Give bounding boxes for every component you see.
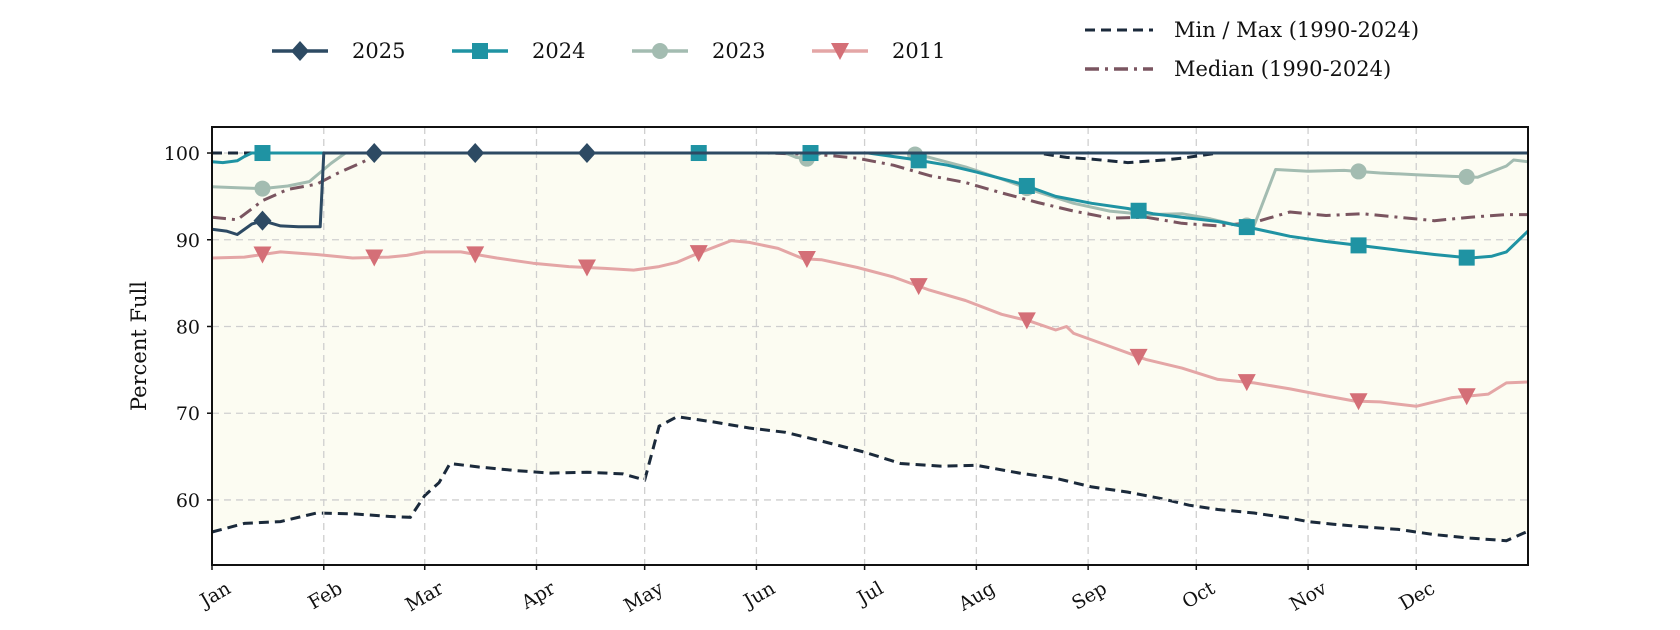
legend-item-2011: 2011 [812,39,945,63]
legend-item-median: Median (1990-2024) [1085,57,1391,81]
x-tick-label: Mar [402,577,448,616]
x-tick-label: Jul [852,577,887,610]
legend-item-2023: 2023 [632,39,765,63]
series-point [466,143,485,164]
legend-label: Median (1990-2024) [1174,57,1391,81]
x-tick-label: Feb [304,577,346,614]
legend-label: Min / Max (1990-2024) [1174,18,1419,42]
legend-label: 2011 [892,39,945,63]
series-point [1350,237,1367,254]
series-point [1458,168,1475,185]
x-tick-label: Sep [1068,577,1111,614]
y-tick-label: 100 [164,143,200,165]
plot-frame-layer [211,126,1529,566]
legend: 2025 2024 2023 2011 Min / Max (1990-2024) Med… [272,18,1419,81]
y-tick-label: 90 [176,230,200,252]
y-tick-label: 80 [176,316,200,338]
y-axis-title: Percent Full [127,281,151,411]
series-point [1349,393,1368,411]
legend-item-minmax: Min / Max (1990-2024) [1085,18,1419,42]
legend-item-2024: 2024 [452,39,585,63]
series-point [1237,374,1256,392]
series-point [577,259,596,277]
series-point [910,152,927,169]
series-point [365,249,384,267]
x-tick-label: Apr [517,577,560,614]
legend-swatch-marker [652,43,668,59]
x-tick-label: Jan [195,577,235,613]
series-point [577,143,596,164]
series-point [365,143,384,164]
legend-label: 2024 [532,39,585,63]
y-tick-labels: 60 70 80 90 100 [164,143,212,512]
series-line [211,151,1529,228]
series-point [1018,177,1035,194]
series-point [1457,388,1476,406]
series-point [1129,348,1148,366]
legend-label: 2025 [352,39,405,63]
legend-item-2025: 2025 [272,39,405,63]
x-tick-label: Nov [1286,577,1331,616]
series-point [253,246,272,264]
series-point [253,210,272,231]
x-tick-label: Aug [954,577,999,616]
plot-frame [211,126,1529,566]
legend-swatch-marker [472,43,488,59]
legend-swatch-marker [831,43,849,60]
x-tick-label: Oct [1178,577,1219,613]
series-point [466,246,485,264]
series-point [1130,202,1147,219]
minmax-band-layer [211,153,1529,543]
series-line [211,151,1528,228]
series-point [254,145,271,162]
series-2011 [211,239,1529,411]
x-tick-label: Jun [738,577,779,613]
min-line [211,415,1529,543]
series-point [1458,249,1475,266]
x-tick-labels: Jan Feb Mar Apr May Jun Jul Aug Sep Oct Nov Dec [195,565,1439,617]
series-layer [211,143,1530,411]
series-line [211,151,1528,236]
x-tick-label: May [620,577,667,617]
series-point [1017,312,1036,330]
legend-swatch-marker [291,41,309,61]
series-point [797,251,816,269]
series-point [909,278,928,296]
y-tick-label: 70 [176,403,200,425]
series-line [211,239,1529,408]
series-point [1238,219,1255,236]
series-point [1350,163,1367,180]
series-2025 [211,143,1528,236]
legend-label: 2023 [712,39,765,63]
x-tick-label: Dec [1396,577,1439,615]
series-median-1990-2024- [211,151,1528,228]
y-tick-label: 60 [176,490,200,512]
series-point [689,245,708,263]
series-point [254,180,271,197]
minmax-band-fill [212,153,1528,541]
